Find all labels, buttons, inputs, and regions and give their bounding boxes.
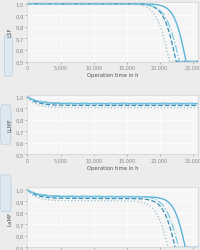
- FancyBboxPatch shape: [0, 106, 11, 144]
- Y-axis label: LLMF: LLMF: [8, 118, 13, 132]
- FancyBboxPatch shape: [0, 175, 11, 212]
- Y-axis label: LSF: LSF: [8, 28, 13, 37]
- X-axis label: Operation time in h: Operation time in h: [87, 166, 138, 170]
- X-axis label: Operation time in h: Operation time in h: [87, 73, 138, 78]
- FancyBboxPatch shape: [4, 36, 12, 77]
- Y-axis label: LaMF: LaMF: [8, 210, 13, 225]
